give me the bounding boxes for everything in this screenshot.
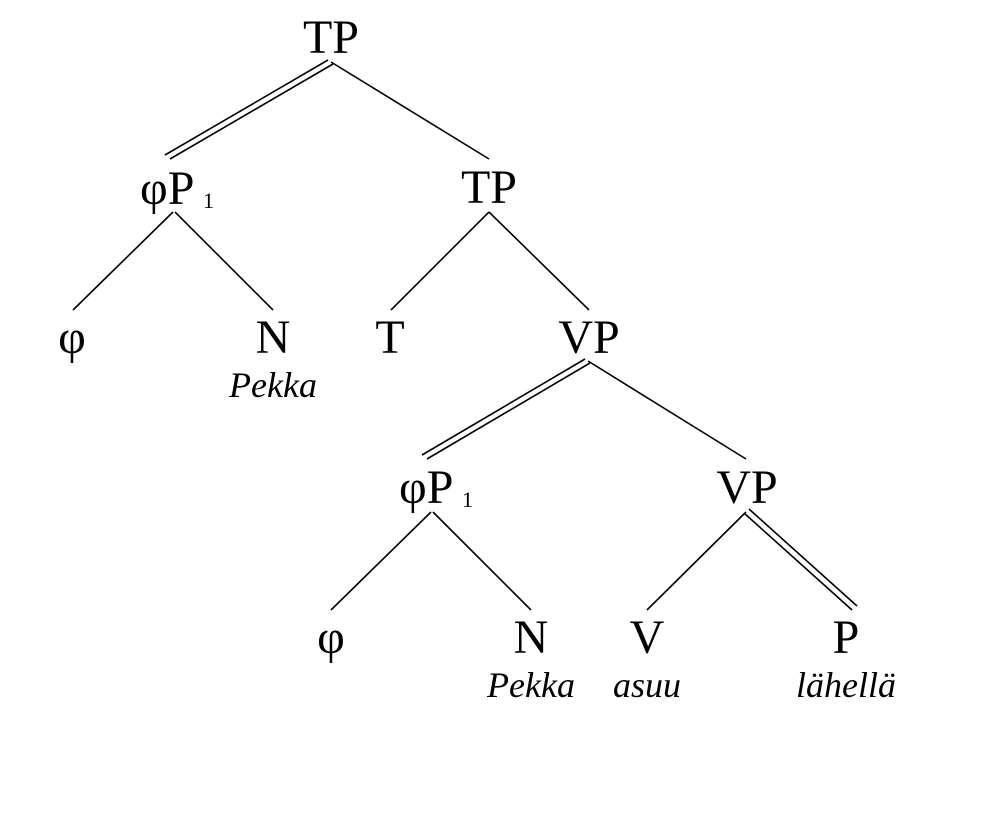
edge-vp-upper-to-phip1-lower: [422, 359, 590, 459]
word-pekka-upper: Pekka: [228, 365, 317, 405]
node-phip1-upper: φP 1: [140, 162, 214, 215]
node-n-lower: N: [514, 611, 549, 664]
word-pekka-lower: Pekka: [486, 665, 575, 705]
node-root-tp: TP: [303, 11, 359, 64]
node-t-head: T: [375, 311, 404, 364]
edge-phip1-upper-to-phi: [73, 212, 173, 310]
tree-edges: [73, 60, 857, 610]
node-tp-inner: TP: [461, 161, 517, 214]
edge-tp-inner-to-vp: [489, 212, 589, 310]
word-lahella: lähellä: [796, 665, 896, 705]
edge-phip1-lower-to-n: [433, 512, 531, 610]
node-p-head: P: [833, 611, 860, 664]
edge-tp-inner-to-t: [391, 212, 489, 310]
node-vp-lower: VP: [716, 461, 777, 514]
tree-nodes: TP φP 1 TP φ N Pekka T VP φP 1 VP φ N Pe…: [58, 11, 896, 705]
node-phip1-upper-label: φP: [140, 162, 194, 215]
node-vp-upper: VP: [558, 311, 619, 364]
edge-phip1-upper-to-n: [175, 212, 273, 310]
edge-root-tp-to-phip1-upper: [165, 60, 333, 159]
node-phi-lower: φ: [317, 611, 345, 664]
node-phi-upper: φ: [58, 311, 86, 364]
node-phip1-lower-label: φP: [399, 461, 453, 514]
edge-vp-upper-to-vp-lower: [588, 361, 746, 459]
node-v-head: V: [630, 611, 665, 664]
node-phip1-upper-subscript: 1: [203, 188, 214, 213]
node-phip1-lower: φP 1: [399, 461, 473, 514]
word-asuu: asuu: [613, 665, 681, 705]
node-n-upper: N: [256, 311, 291, 364]
edge-vp-lower-to-v: [647, 512, 746, 610]
edge-root-tp-to-tp-inner: [331, 62, 489, 159]
node-phip1-lower-subscript: 1: [462, 487, 473, 512]
edge-phip1-lower-to-phi: [331, 512, 431, 610]
edge-vp-lower-to-p: [744, 509, 857, 610]
